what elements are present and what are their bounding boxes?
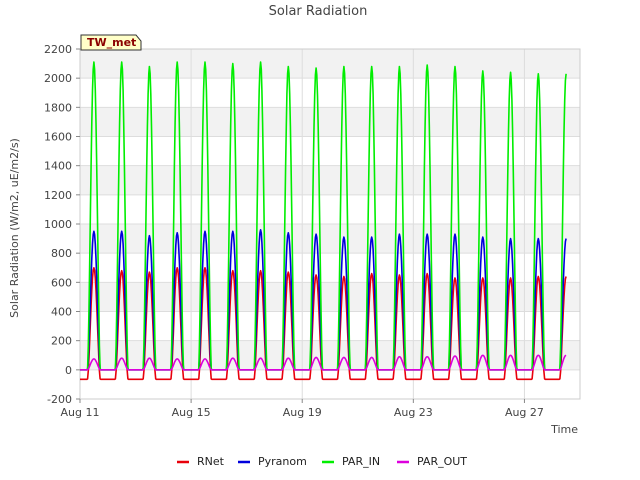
plot-band: [80, 224, 580, 254]
y-tick-label: 800: [51, 247, 72, 260]
y-axis-label: Solar Radiation (W/m2, uE/m2/s): [8, 138, 21, 318]
x-axis-label: Time: [550, 423, 578, 436]
series-layer: [79, 61, 567, 381]
y-axis: -200 0 200 400 600 800 1000 1200 1400 1600 1800 200…: [44, 43, 80, 406]
plot-band: [80, 282, 580, 312]
y-tick-label: 1000: [44, 218, 72, 231]
plot-band: [80, 107, 580, 137]
legend-label: PAR_IN: [342, 455, 380, 468]
y-tick-label: 0: [65, 364, 72, 377]
plot-background: [80, 49, 580, 399]
legend-label: Pyranom: [258, 455, 307, 468]
plot-band: [80, 311, 580, 341]
x-tick-label: Aug 19: [283, 406, 322, 419]
y-tick-label: -200: [47, 393, 72, 406]
plot-band: [80, 194, 580, 224]
site-badge: TW_met: [80, 34, 142, 51]
plot-band: [80, 369, 580, 399]
y-tick-label: 200: [51, 335, 72, 348]
legend: RNet Pyranom PAR_IN PAR_OUT: [177, 455, 467, 468]
legend-label: PAR_OUT: [417, 455, 467, 468]
plot-band: [80, 78, 580, 108]
y-tick-label: 600: [51, 276, 72, 289]
series-line-par-out: [79, 354, 567, 371]
badge-label: TW_met: [87, 36, 136, 49]
plot-band: [80, 49, 580, 79]
plot-band: [80, 165, 580, 195]
plot-band: [80, 136, 580, 166]
y-tick-label: 1800: [44, 101, 72, 114]
series-line-rnet: [79, 266, 567, 381]
y-tick-label: 400: [51, 306, 72, 319]
legend-label: RNet: [197, 455, 225, 468]
y-tick-label: 1600: [44, 131, 72, 144]
x-axis: Aug 11 Aug 15 Aug 19 Aug 23 Aug 27: [61, 399, 544, 419]
plot-band: [80, 340, 580, 370]
y-tick-label: 1400: [44, 160, 72, 173]
plot-band: [80, 253, 580, 283]
x-tick-label: Aug 23: [394, 406, 433, 419]
x-tick-label: Aug 11: [61, 406, 100, 419]
chart-title: Solar Radiation: [269, 4, 368, 19]
x-tick-label: Aug 15: [172, 406, 211, 419]
y-tick-label: 2200: [44, 43, 72, 56]
x-tick-label: Aug 27: [505, 406, 544, 419]
y-tick-label: 1200: [44, 189, 72, 202]
y-tick-label: 2000: [44, 72, 72, 85]
